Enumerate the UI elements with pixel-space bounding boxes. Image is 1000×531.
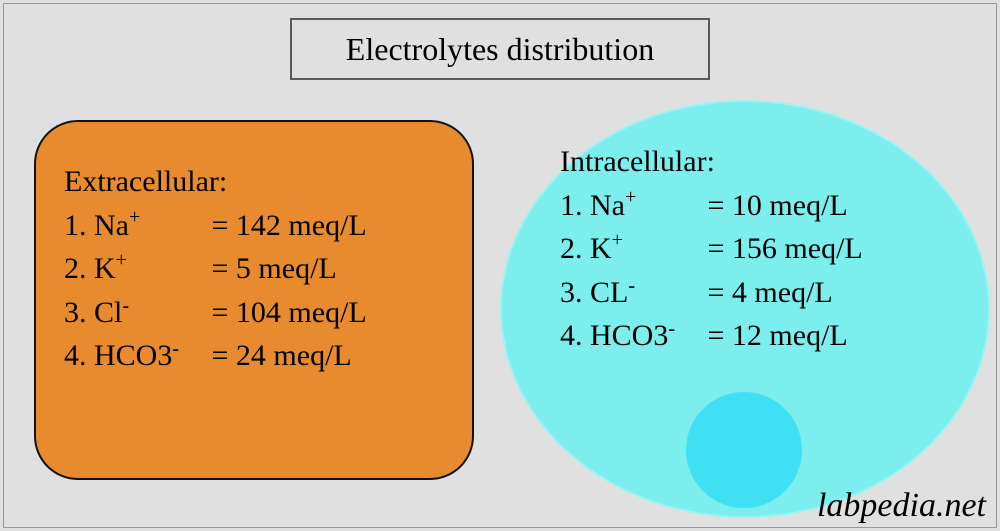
equals: = xyxy=(708,271,725,315)
ion-symbol: HCO3 xyxy=(94,339,172,372)
list-item: 2. K+ = 156 meq/L xyxy=(560,227,863,271)
equals: = xyxy=(708,184,725,228)
ion-charge: + xyxy=(129,206,140,228)
equals: = xyxy=(212,204,229,248)
equals: = xyxy=(708,314,725,358)
ion-charge: - xyxy=(122,295,129,317)
equals: = xyxy=(708,227,725,271)
ion-symbol: Na xyxy=(590,189,625,222)
ion-value: 142 xyxy=(236,209,281,242)
item-num: 4. xyxy=(560,319,583,352)
item-num: 2. xyxy=(64,252,87,285)
watermark-text: labpedia.net xyxy=(817,487,986,525)
ion-charge: + xyxy=(612,229,623,251)
list-item: 3. CL- = 4 meq/L xyxy=(560,271,863,315)
ion-value: 104 xyxy=(236,296,281,329)
item-num: 2. xyxy=(560,232,583,265)
list-item: 4. HCO3- = 12 meq/L xyxy=(560,314,863,358)
intracellular-heading: Intracellular: xyxy=(560,140,863,184)
list-item: 1. Na+ = 10 meq/L xyxy=(560,184,863,228)
ion-symbol: K xyxy=(590,232,612,265)
list-item: 2. K+ = 5 meq/L xyxy=(64,247,367,291)
ion-unit: meq/L xyxy=(769,189,847,222)
ion-unit: meq/L xyxy=(288,296,366,329)
equals: = xyxy=(212,334,229,378)
ion-charge: - xyxy=(668,318,675,340)
intracellular-inner-circle xyxy=(686,392,802,508)
equals: = xyxy=(212,247,229,291)
ion-value: 4 xyxy=(732,276,747,309)
item-num: 4. xyxy=(64,339,87,372)
equals: = xyxy=(212,291,229,335)
ion-unit: meq/L xyxy=(754,276,832,309)
item-num: 1. xyxy=(560,189,583,222)
title-text: Electrolytes distribution xyxy=(346,31,654,68)
ion-symbol: HCO3 xyxy=(590,319,668,352)
ion-unit: meq/L xyxy=(288,209,366,242)
ion-unit: meq/L xyxy=(784,232,862,265)
ion-value: 156 xyxy=(732,232,777,265)
ion-value: 5 xyxy=(236,252,251,285)
list-item: 4. HCO3- = 24 meq/L xyxy=(64,334,367,378)
item-num: 1. xyxy=(64,209,87,242)
ion-unit: meq/L xyxy=(769,319,847,352)
ion-value: 24 xyxy=(236,339,266,372)
ion-symbol: Na xyxy=(94,209,129,242)
ion-charge: + xyxy=(625,186,636,208)
ion-symbol: CL xyxy=(590,276,628,309)
list-item: 1. Na+ = 142 meq/L xyxy=(64,204,367,248)
item-num: 3. xyxy=(560,276,583,309)
ion-symbol: Cl xyxy=(94,296,122,329)
extracellular-list: Extracellular: 1. Na+ = 142 meq/L 2. K+ … xyxy=(64,160,367,378)
extracellular-heading: Extracellular: xyxy=(64,160,367,204)
ion-charge: - xyxy=(172,338,179,360)
item-num: 3. xyxy=(64,296,87,329)
ion-unit: meq/L xyxy=(258,252,336,285)
ion-charge: + xyxy=(116,249,127,271)
ion-value: 10 xyxy=(732,189,762,222)
ion-value: 12 xyxy=(732,319,762,352)
list-item: 3. Cl- = 104 meq/L xyxy=(64,291,367,335)
ion-symbol: K xyxy=(94,252,116,285)
ion-charge: - xyxy=(628,275,635,297)
title-box: Electrolytes distribution xyxy=(290,18,710,80)
intracellular-list: Intracellular: 1. Na+ = 10 meq/L 2. K+ =… xyxy=(560,140,863,358)
ion-unit: meq/L xyxy=(273,339,351,372)
